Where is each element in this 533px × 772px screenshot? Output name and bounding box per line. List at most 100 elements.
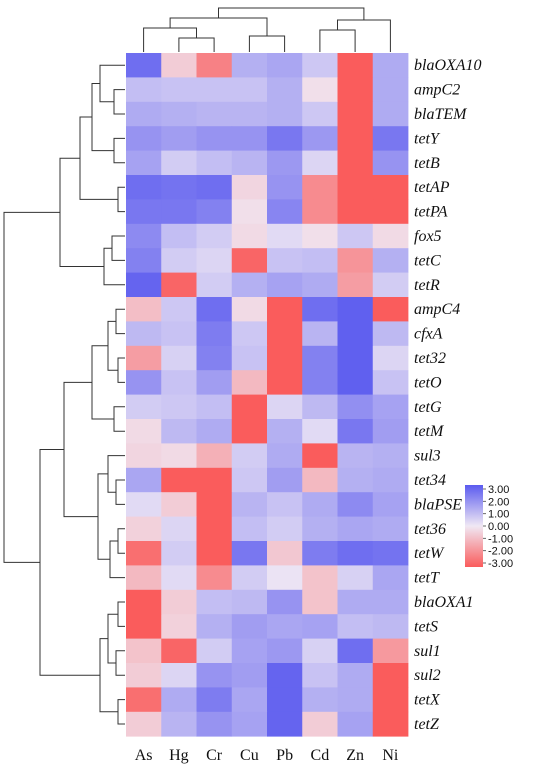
heatmap-cell: [302, 419, 338, 444]
heatmap-cell: [372, 272, 409, 298]
heatmap-cell: [302, 345, 338, 371]
heatmap-cell: [302, 687, 338, 713]
row-dendrogram-link: [113, 406, 125, 432]
heatmap-cell: [126, 199, 162, 225]
heatmap-cell: [126, 492, 162, 517]
heatmap-cell: [196, 345, 233, 371]
heatmap-cell: [231, 150, 268, 176]
heatmap-cell: [161, 589, 197, 615]
heatmap-cell: [372, 223, 409, 249]
heatmap-cell: [231, 53, 268, 78]
heatmap-cell: [126, 443, 162, 469]
heatmap-cell: [126, 223, 162, 249]
heatmap-cell: [126, 297, 162, 322]
heatmap-cell: [372, 370, 409, 395]
row-label: tetY: [414, 130, 441, 147]
heatmap-cell: [161, 297, 197, 322]
heatmap-cell: [302, 443, 338, 469]
heatmap-cell: [302, 394, 338, 420]
heatmap-cell: [372, 248, 409, 273]
heatmap-cell: [302, 248, 338, 273]
column-dendrogram-link: [337, 19, 391, 52]
heatmap-cell: [161, 614, 197, 639]
row-label: tetT: [414, 570, 440, 587]
heatmap-cell: [372, 711, 409, 737]
heatmap-cell: [267, 272, 303, 298]
heatmap-cell: [231, 687, 268, 713]
heatmap-cell: [196, 53, 233, 78]
heatmap-cell: [231, 175, 268, 200]
heatmap-cell: [161, 565, 197, 591]
row-dendrogram-link: [117, 699, 125, 725]
row-label: tetAP: [414, 179, 450, 196]
heatmap-cell: [231, 321, 268, 347]
heatmap-cell: [161, 223, 197, 249]
row-label: sul1: [414, 643, 441, 660]
heatmap-cell: [231, 370, 268, 395]
heatmap-cell: [126, 711, 162, 737]
heatmap-cell: [231, 223, 268, 249]
heatmap-cell: [231, 126, 268, 151]
heatmap-cell: [126, 589, 162, 615]
row-label: tetZ: [414, 716, 440, 733]
heatmap-cell: [161, 711, 197, 737]
heatmap-cell: [161, 394, 197, 420]
heatmap-cell: [302, 663, 338, 688]
heatmap-cell: [196, 394, 233, 420]
color-legend-label: 3.00: [488, 484, 509, 496]
heatmap-cell: [126, 614, 162, 639]
row-label: tet34: [414, 472, 446, 489]
heatmap-cell: [196, 467, 233, 493]
color-legend-label: -2.00: [488, 546, 513, 558]
color-legend-label: -1.00: [488, 533, 513, 545]
heatmap-cell: [372, 419, 409, 444]
heatmap-cell: [302, 565, 338, 591]
heatmap-cell: [161, 516, 197, 542]
row-label: fox5: [414, 228, 442, 245]
row-label: ampC2: [414, 82, 460, 99]
heatmap-cell: [372, 101, 409, 127]
heatmap-cell: [337, 175, 374, 200]
heatmap-cell: [302, 126, 338, 151]
heatmap-cell: [196, 272, 233, 298]
heatmap-cell: [196, 663, 233, 688]
heatmap-cell: [267, 150, 303, 176]
heatmap-cell: [337, 370, 374, 395]
heatmap-cell: [231, 589, 268, 615]
row-dendrogram-link: [99, 64, 125, 103]
heatmap-cell: [372, 199, 409, 225]
column-label: As: [135, 747, 153, 764]
row-dendrogram-link: [113, 137, 125, 164]
heatmap-cell: [231, 711, 268, 737]
heatmap-cell: [337, 223, 374, 249]
heatmap-cell: [302, 711, 338, 737]
heatmap-cell: [337, 614, 374, 639]
heatmap-cell: [161, 199, 197, 225]
heatmap-cell: [196, 77, 233, 103]
heatmap-cell: [161, 419, 197, 444]
heatmap-cell: [231, 541, 268, 566]
heatmap-cell: [267, 467, 303, 493]
heatmap-cell: [196, 248, 233, 273]
row-label: blaTEM: [414, 106, 468, 123]
heatmap-cell: [337, 711, 374, 737]
column-label: Cd: [311, 747, 330, 764]
heatmap-cell: [372, 467, 409, 493]
heatmap-cell: [267, 53, 303, 78]
row-dendrogram-link: [3, 211, 60, 563]
column-labels: As Hg Cr Cu Pb Cd Zn Ni: [135, 747, 399, 764]
row-label: tetG: [414, 399, 442, 416]
row-label: tetM: [414, 423, 445, 440]
heatmap-cell: [372, 321, 409, 347]
heatmap-cell: [372, 565, 409, 591]
heatmap-cell: [337, 394, 374, 420]
row-label: sul3: [414, 448, 441, 465]
heatmap-cell: [126, 638, 162, 664]
heatmap-cell: [231, 199, 268, 225]
heatmap-cell: [302, 272, 338, 298]
heatmap-cell: [302, 589, 338, 615]
column-dendrogram-link: [178, 37, 215, 52]
heatmap-cell: [372, 297, 409, 322]
